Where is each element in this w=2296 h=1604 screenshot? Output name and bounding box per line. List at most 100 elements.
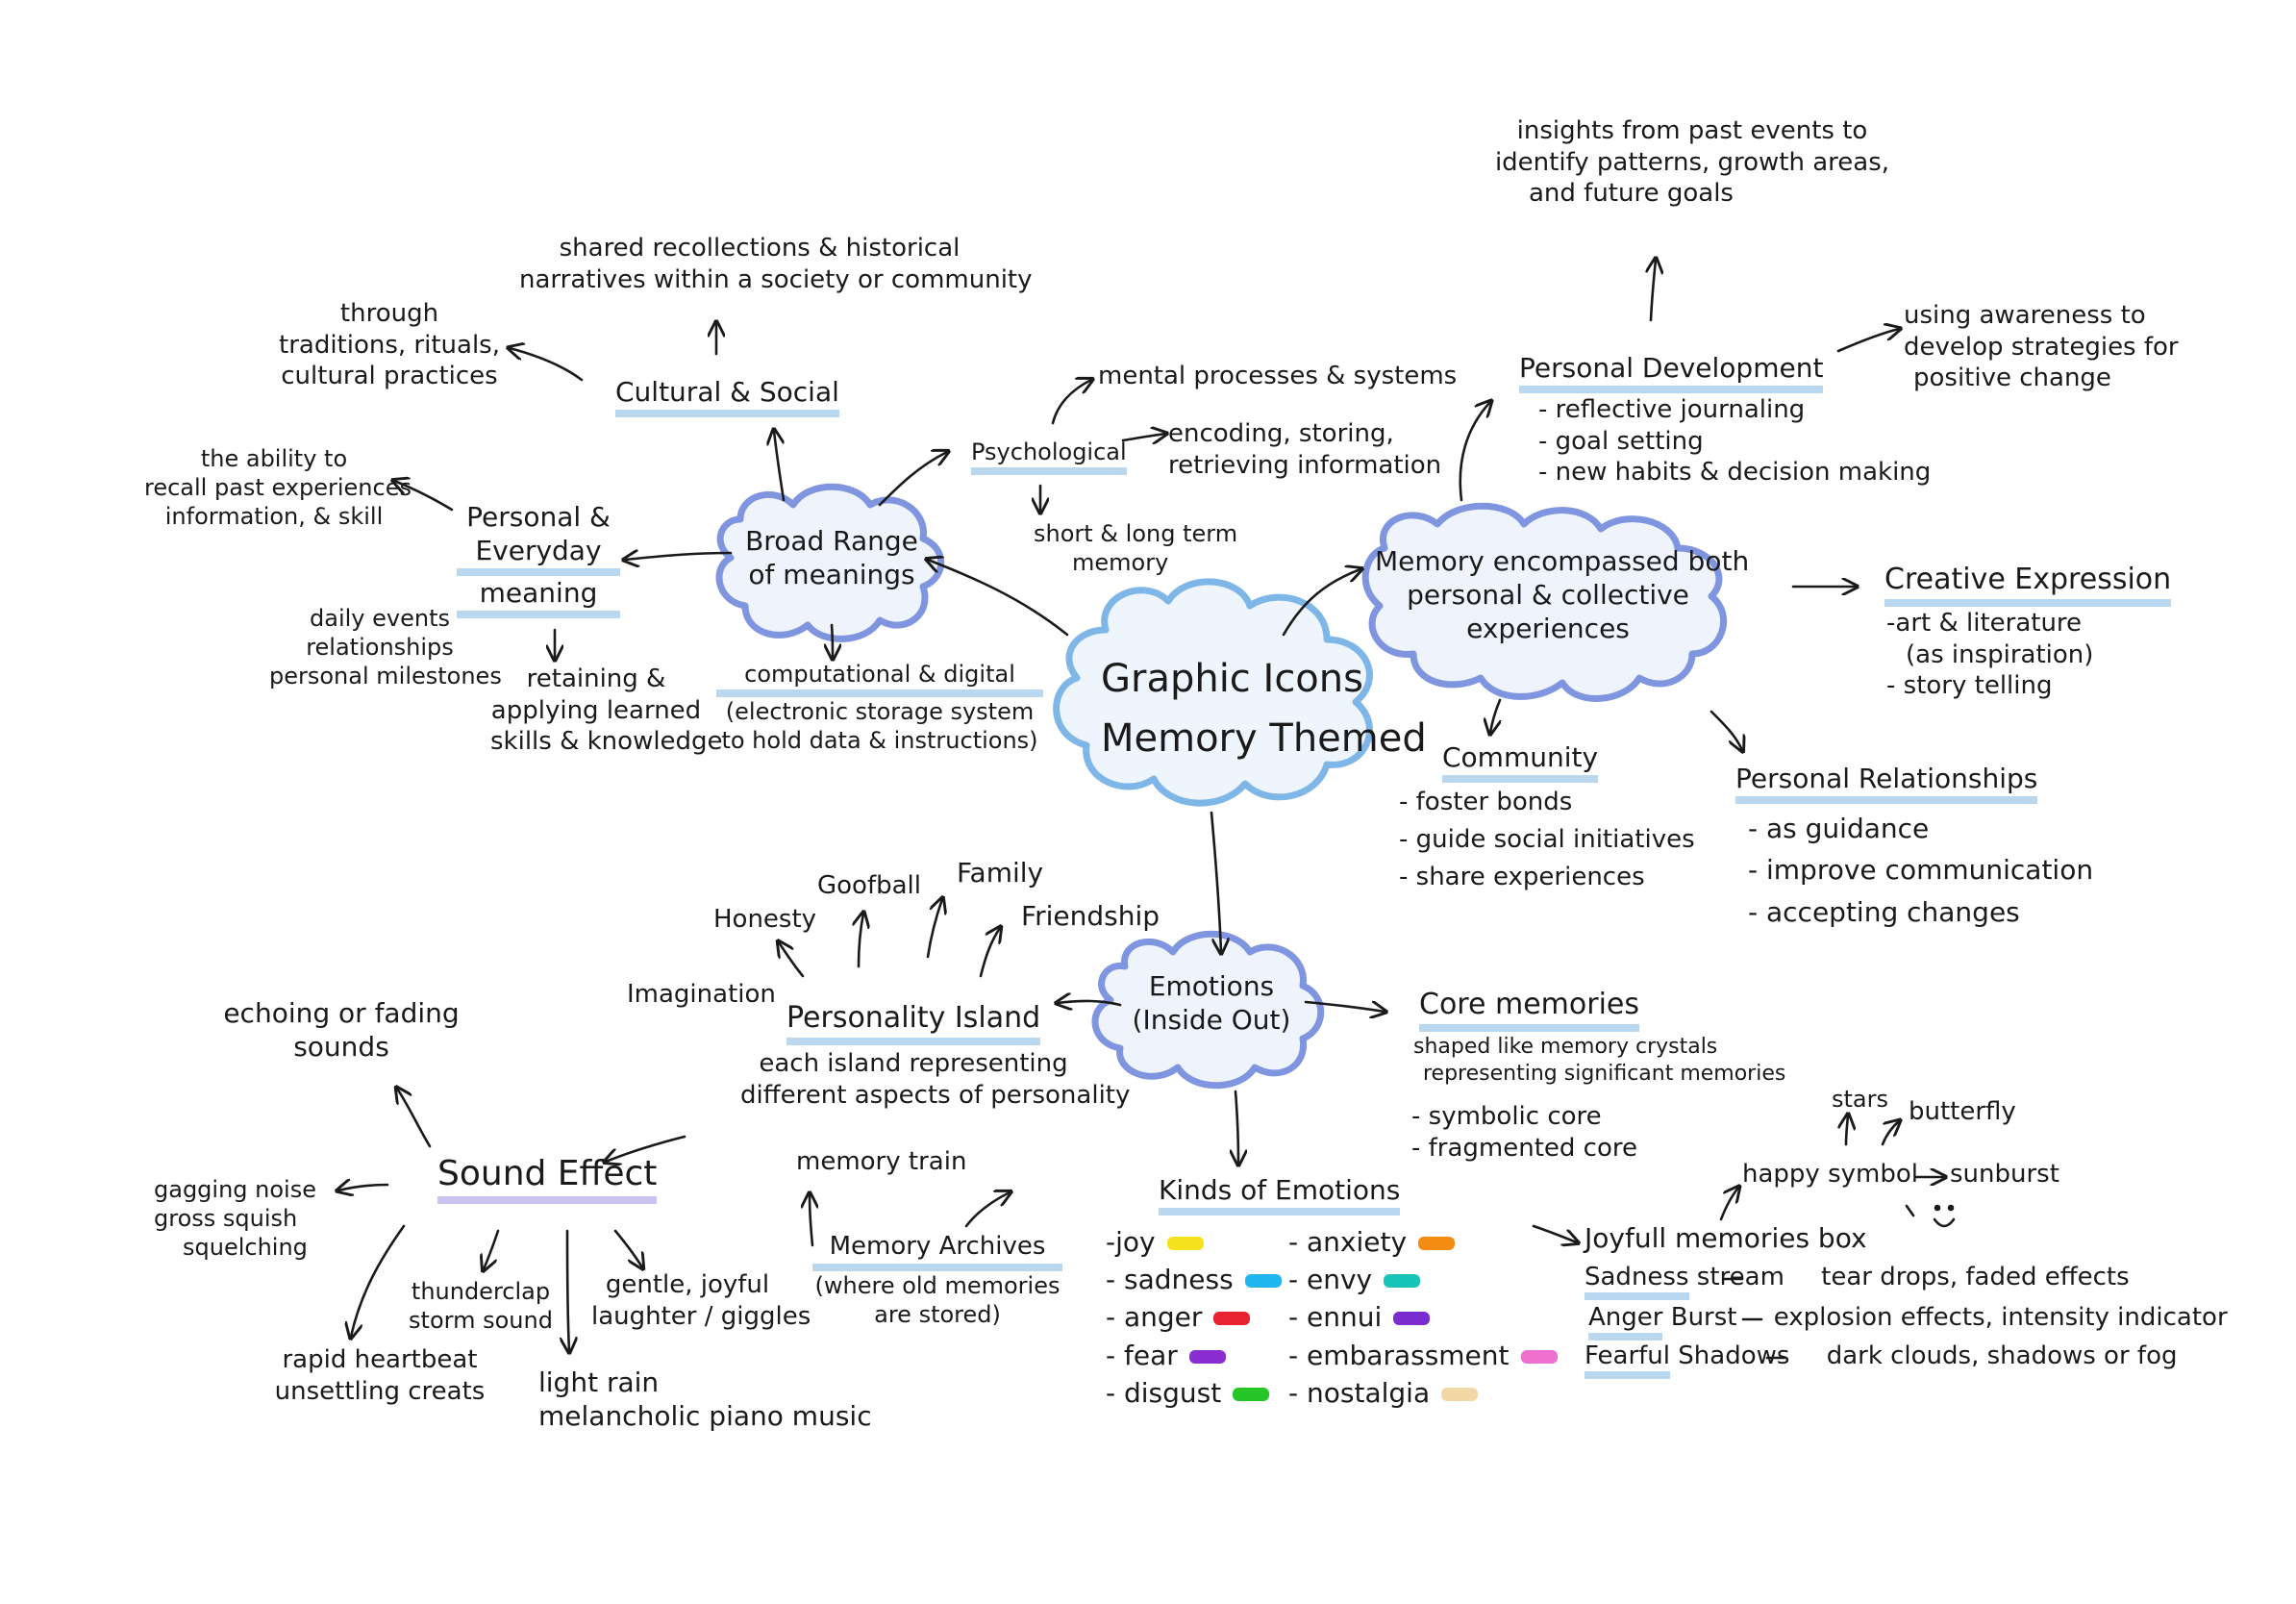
core-memories-label: Core memories <box>1419 987 1639 1032</box>
anger-swatch <box>1213 1312 1251 1326</box>
goofball-label: Goofball <box>817 871 921 900</box>
honesty-label: Honesty <box>713 905 817 934</box>
link-broad-personal <box>625 553 733 560</box>
link-central-broad <box>928 560 1069 637</box>
link-emotions-island <box>1058 1001 1122 1005</box>
link-pdev-insights <box>1651 260 1656 322</box>
link-island-honesty <box>779 942 805 978</box>
personal-everyday-label: Personal & Everyday meaning <box>457 500 620 618</box>
sadness-swatch <box>1244 1274 1282 1289</box>
memory-both-node: Memory encompassed both personal & colle… <box>1375 545 1750 644</box>
link-broad-comp <box>832 623 833 658</box>
personality-island-desc: each island representing different aspec… <box>740 1049 1131 1110</box>
link-happy-stars <box>1846 1115 1848 1146</box>
embarassment-swatch <box>1520 1349 1558 1364</box>
friendship-label: Friendship <box>1021 900 1160 932</box>
computational-digital-text: computational & digital (electronic stor… <box>716 660 1043 755</box>
community-label: Community <box>1442 740 1599 783</box>
link-happy-butterfly <box>1881 1121 1899 1146</box>
link-central-emotions <box>1210 811 1221 952</box>
cloud-emotions <box>1091 930 1325 1090</box>
kinds-of-emotions-label: Kinds of Emotions <box>1159 1173 1401 1216</box>
rain-piano-text: light rain melancholic piano music <box>538 1366 872 1432</box>
link-memory-relationships <box>1710 710 1742 750</box>
link-broad-cultural <box>774 431 786 502</box>
daily-events-text: daily events relationships personal mile… <box>269 605 502 689</box>
link-broad-psych <box>878 452 947 507</box>
traditions-text: through traditions, rituals, cultural pr… <box>279 299 500 390</box>
link-sound-rain <box>567 1229 569 1351</box>
envy-swatch <box>1384 1274 1421 1289</box>
creative-expression-label: Creative Expression <box>1884 562 2172 607</box>
personal-development-label: Personal Development <box>1519 351 1824 393</box>
memory-train-label: memory train <box>796 1147 967 1176</box>
link-psych-encoding <box>1121 434 1165 440</box>
personal-development-items: - reflective journaling - goal setting -… <box>1538 395 1932 487</box>
link-central-memory <box>1282 569 1360 637</box>
link-psych-mental <box>1051 380 1091 425</box>
personal-relationships-label: Personal Relationships <box>1735 762 2038 804</box>
core-memories-items: - symbolic core - fragmented core <box>1411 1102 1638 1163</box>
thunder-text: thunderclap storm sound <box>409 1278 553 1334</box>
link-archives-to-train <box>964 1192 1010 1228</box>
link-sound-gagging <box>338 1185 389 1190</box>
link-sound-gentle <box>613 1229 642 1267</box>
imagination-label: Imagination <box>627 980 776 1009</box>
link-island-goofball <box>859 914 863 968</box>
personal-relationships-items: - as guidance - improve communication - … <box>1748 813 2094 928</box>
encoding-text: encoding, storing, retrieving informatio… <box>1168 419 1442 480</box>
sadness-stream-row: Sadness stream tear drops, faded effects <box>1585 1262 2130 1300</box>
link-sound-thunder <box>484 1229 500 1269</box>
echoing-text: echoing or fading sounds <box>223 997 460 1063</box>
sunburst-label: sunburst <box>1950 1160 2059 1189</box>
gagging-text: gagging noise gross squish squelching <box>154 1176 316 1261</box>
cloud-broad-range <box>715 483 945 642</box>
joy-swatch <box>1166 1237 1204 1250</box>
insights-text: insights from past events to identify pa… <box>1494 116 1890 208</box>
cultural-social-label: Cultural & Social <box>615 375 839 417</box>
psychological-label: Psychological <box>971 438 1127 475</box>
core-memories-desc: shaped like memory crystals representing… <box>1413 1035 1786 1086</box>
personality-island-label: Personality Island <box>786 1000 1041 1045</box>
nostalgia-swatch <box>1441 1387 1479 1401</box>
link-island-family <box>926 899 942 959</box>
short-long-term-text: short & long term memory <box>1034 520 1238 576</box>
link-emotions-kinds <box>1235 1090 1238 1164</box>
link-memory-pdev <box>1459 402 1490 502</box>
disgust-swatch <box>1233 1387 1270 1401</box>
family-label: Family <box>957 857 1044 889</box>
emotions-list-right: - anxiety - envy - ennui - embarassment … <box>1288 1223 1558 1412</box>
link-memory-community <box>1490 698 1500 733</box>
emotions-list-left: -joy - sadness - anger - fear - disgust <box>1106 1223 1282 1412</box>
heartbeat-text: rapid heartbeat unsettling creats <box>274 1345 486 1406</box>
creative-expression-items: -art & literature (as inspiration) - sto… <box>1886 609 2094 700</box>
sunburst-mark-icon <box>1905 1204 1915 1217</box>
happy-symbol-label: happy symbol <box>1742 1160 1918 1189</box>
butterfly-label: butterfly <box>1909 1097 2016 1126</box>
sound-effect-label: Sound Effect <box>437 1152 658 1204</box>
link-personal-ability <box>394 481 454 512</box>
link-sound-echoing <box>397 1089 432 1148</box>
cloud-memory-both <box>1361 502 1728 702</box>
fearful-shadows-row: Fearful Shadows dark clouds, shadows or … <box>1585 1341 2178 1379</box>
ennui-swatch <box>1393 1312 1431 1326</box>
link-archives-train <box>810 1194 812 1247</box>
link-island-sound <box>606 1135 686 1162</box>
community-items: - foster bonds - guide social initiative… <box>1399 788 1695 891</box>
central-topic: Graphic Icons Memory Themed <box>1101 657 1427 761</box>
link-cultural-through <box>510 348 584 382</box>
link-box-happy <box>1719 1188 1738 1221</box>
joyful-box-label: Joyfull memories box <box>1585 1222 1867 1254</box>
shared-recollections-text: shared recollections & historical narrat… <box>519 234 1033 294</box>
cloud-central <box>1053 578 1373 807</box>
stars-label: stars <box>1832 1086 1888 1113</box>
anxiety-swatch <box>1418 1237 1456 1250</box>
link-sound-heartbeat <box>351 1224 406 1337</box>
retaining-text: retaining & applying learned skills & kn… <box>490 664 723 756</box>
emotions-node: Emotions (Inside Out) <box>1132 970 1291 1036</box>
link-island-friendship <box>979 928 1000 978</box>
ability-text: the ability to recall past experiences i… <box>144 445 412 530</box>
link-pdev-awareness <box>1836 329 1899 353</box>
memory-archives-node: Memory Archives (where old memories are … <box>812 1231 1062 1329</box>
